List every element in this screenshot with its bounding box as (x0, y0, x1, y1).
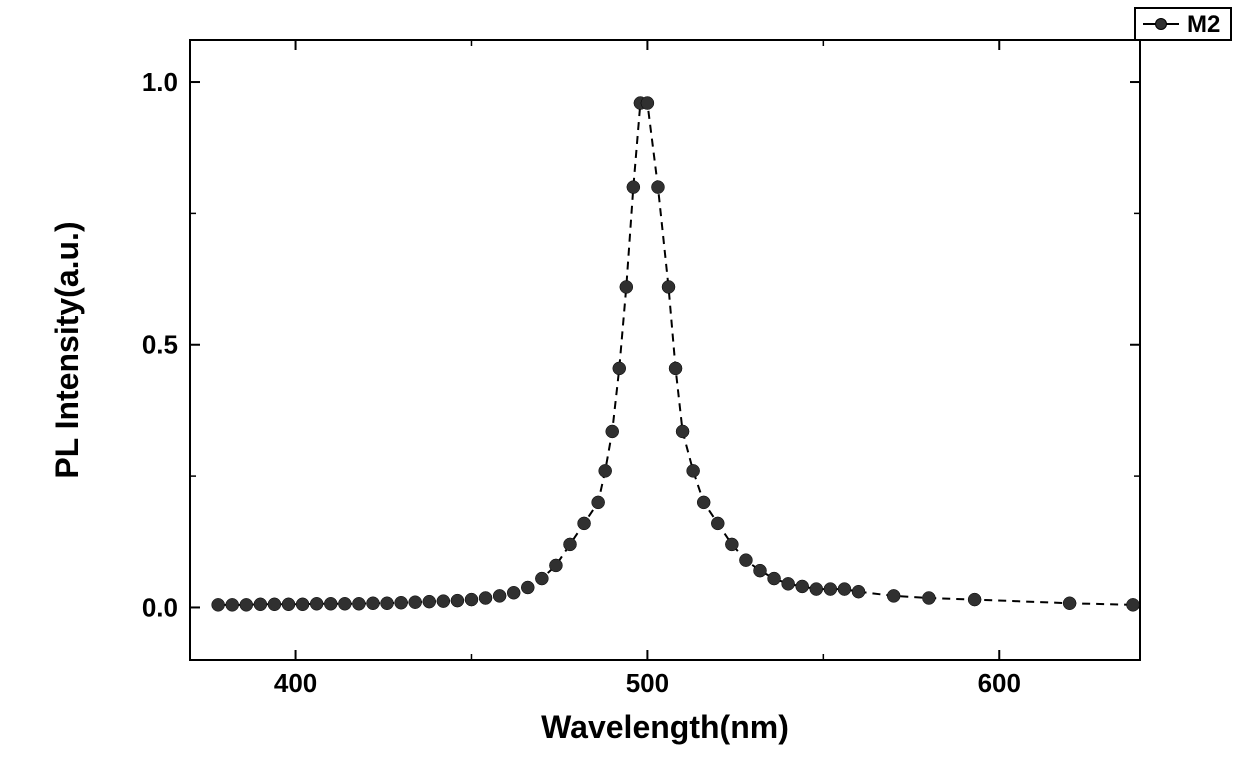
data-marker (824, 583, 837, 596)
data-marker (922, 592, 935, 605)
data-marker (676, 425, 689, 438)
data-marker (838, 583, 851, 596)
data-marker (578, 517, 591, 530)
data-marker (887, 589, 900, 602)
y-tick-label: 0.0 (142, 592, 178, 622)
data-marker (599, 464, 612, 477)
plot-frame (190, 40, 1140, 660)
data-marker (409, 596, 422, 609)
y-axis-label: PL Intensity(a.u.) (49, 221, 85, 478)
data-marker (651, 181, 664, 194)
data-marker (697, 496, 710, 509)
legend-label: M2 (1187, 11, 1220, 38)
data-marker (395, 596, 408, 609)
data-marker (240, 598, 253, 611)
data-marker (479, 592, 492, 605)
data-marker (725, 538, 738, 551)
data-marker (662, 280, 675, 293)
data-marker (521, 581, 534, 594)
data-marker (212, 598, 225, 611)
data-marker (381, 597, 394, 610)
data-marker (535, 572, 548, 585)
data-marker (564, 538, 577, 551)
x-tick-label: 500 (626, 668, 669, 698)
data-marker (310, 597, 323, 610)
data-marker (613, 362, 626, 375)
data-marker (324, 597, 337, 610)
data-marker (754, 564, 767, 577)
data-marker (507, 586, 520, 599)
data-marker (641, 97, 654, 110)
data-marker (627, 181, 640, 194)
data-marker (268, 598, 281, 611)
data-marker (493, 589, 506, 602)
data-marker (296, 598, 309, 611)
data-marker (437, 595, 450, 608)
x-tick-label: 600 (978, 668, 1021, 698)
data-marker (669, 362, 682, 375)
data-marker (711, 517, 724, 530)
data-marker (968, 593, 981, 606)
data-marker (465, 593, 478, 606)
y-tick-label: 1.0 (142, 67, 178, 97)
data-marker (768, 572, 781, 585)
chart-svg: 400 500 600 0.0 0.5 1.0 Wavelength(nm) PL Inten… (0, 0, 1239, 777)
data-marker (352, 597, 365, 610)
data-marker (254, 598, 267, 611)
data-marker (366, 597, 379, 610)
y-tick-label: 0.5 (142, 330, 178, 360)
pl-spectrum-chart: 400 500 600 0.0 0.5 1.0 Wavelength(nm) PL Inten… (0, 0, 1239, 777)
data-marker (423, 595, 436, 608)
data-marker (782, 577, 795, 590)
data-marker (687, 464, 700, 477)
x-tick-label: 400 (274, 668, 317, 698)
series-line (218, 103, 1133, 605)
legend-marker-icon (1156, 19, 1167, 30)
data-marker (1126, 598, 1139, 611)
data-marker (592, 496, 605, 509)
data-marker (1063, 597, 1076, 610)
x-axis-label: Wavelength(nm) (541, 709, 789, 745)
data-marker (810, 583, 823, 596)
data-marker (549, 559, 562, 572)
data-marker (282, 598, 295, 611)
data-marker (338, 597, 351, 610)
data-marker (606, 425, 619, 438)
data-marker (852, 585, 865, 598)
data-marker (226, 598, 239, 611)
data-marker (620, 280, 633, 293)
data-marker (739, 554, 752, 567)
data-marker (796, 580, 809, 593)
data-marker (451, 594, 464, 607)
